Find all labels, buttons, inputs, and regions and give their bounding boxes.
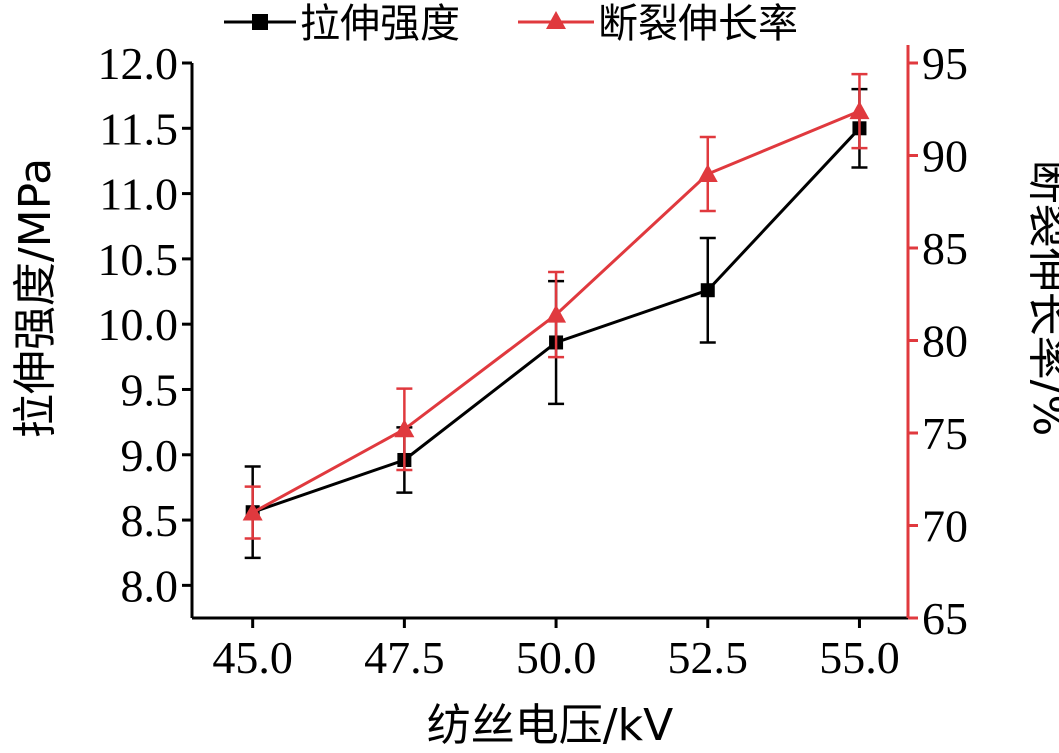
elongation-point [697,164,718,182]
right-y-tick-label: 65 [922,593,968,644]
left-y-tick-label: 9.5 [121,364,179,415]
x-axis-title: 纺丝电压/kV [427,700,673,751]
elongation-point [546,304,567,323]
legend-label-tensile: 拉伸强度 [300,1,460,47]
legend-marker-tensile [252,14,268,30]
x-tick-label: 50.0 [516,632,597,683]
right-y-tick-label: 75 [922,408,968,459]
right-y-tick-label: 95 [922,38,968,89]
elongation-point [849,101,870,120]
elongation-point [242,502,263,521]
x-tick-label: 45.0 [212,632,293,683]
right-y-tick-label: 70 [922,501,968,552]
x-tick-label: 47.5 [364,632,445,683]
left-y-tick-label: 10.0 [98,299,179,350]
right-axis-title: 断裂伸长率/% [1023,160,1059,437]
right-y-tick-label: 85 [922,223,968,274]
left-y-tick-label: 8.5 [121,495,179,546]
right-y-tick-label: 90 [922,131,968,182]
legend-marker-elongation [546,11,566,29]
left-y-tick-label: 10.5 [98,234,179,285]
x-tick-label: 52.5 [668,632,749,683]
left-axis-title: 拉伸强度/MPa [10,158,61,438]
left-y-tick-label: 11.0 [99,169,178,220]
elongation-point [394,419,415,438]
left-y-tick-label: 12.0 [98,38,179,89]
left-y-tick-label: 8.0 [121,560,179,611]
x-tick-label: 55.0 [819,632,900,683]
legend-label-elongation: 断裂伸长率 [598,1,798,47]
left-y-tick-label: 9.0 [121,430,179,481]
plot-area: 45.0 47.5 50.0 52.5 55.0 8.0 8.5 9.0 9.5 10.0 10.5… [98,38,969,683]
right-y-tick-label: 80 [922,316,968,367]
left-y-tick-label: 11.5 [99,103,178,154]
tensile-point [700,283,715,298]
legend: 拉伸强度 断裂伸长率 [224,1,798,47]
